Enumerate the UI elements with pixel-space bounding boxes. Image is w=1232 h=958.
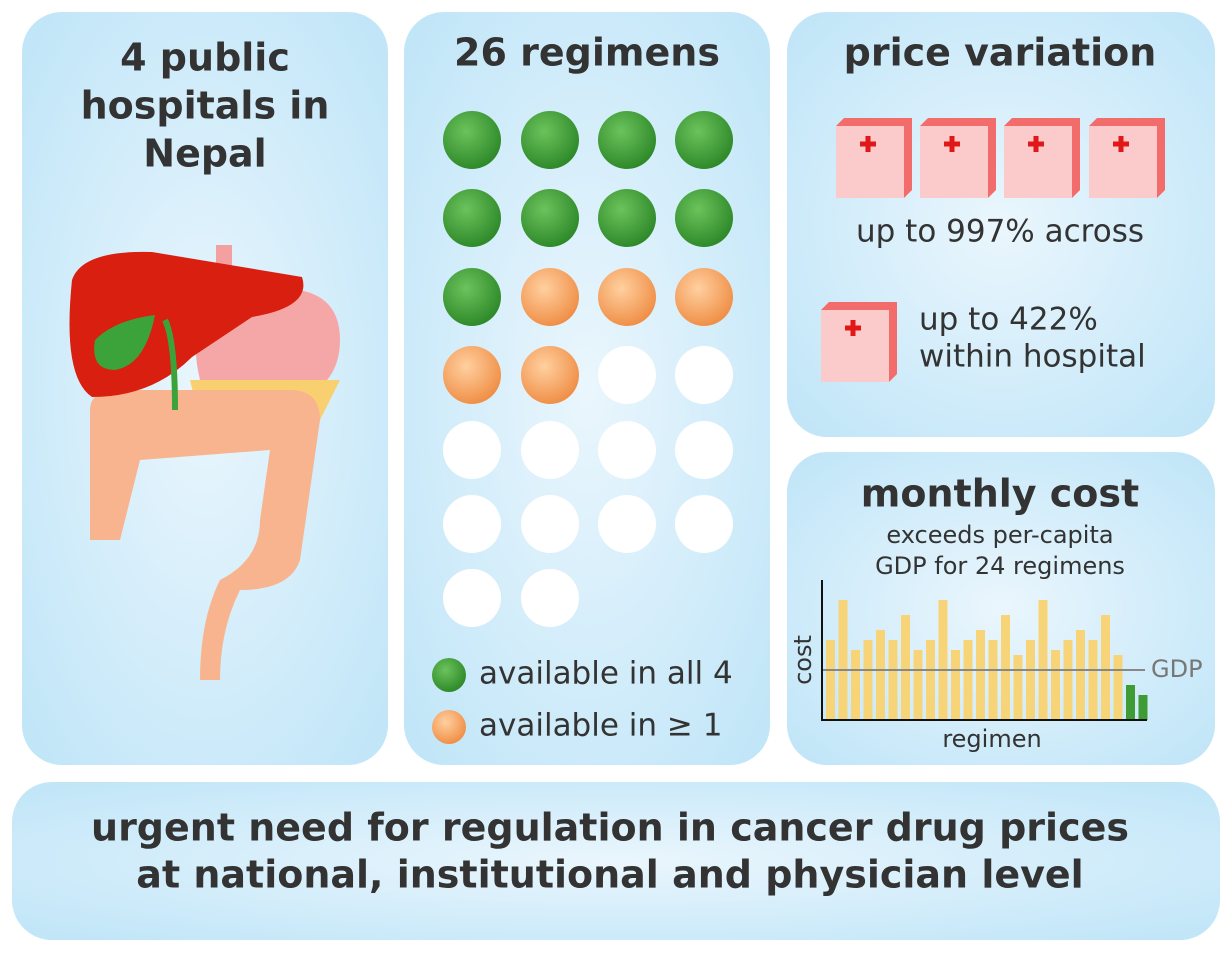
regimen-dot [521,421,579,479]
subtitle: GDP for 24 regimens [875,552,1125,580]
bar [926,640,935,720]
bar [1001,615,1010,720]
regimen-dot [598,268,656,326]
bar [901,615,910,720]
bar [826,640,835,720]
title: hospitals in [81,84,330,128]
regimen-dot [443,495,501,553]
regimen-dot [675,495,733,553]
bar [976,630,985,720]
title: 4 public [120,36,290,80]
reference-label: GDP [1151,655,1203,683]
regimen-dot [521,111,579,169]
legend-swatch [432,710,466,744]
panel [12,782,1220,940]
y-axis-label: cost [789,635,817,685]
regimen-dot [598,346,656,404]
regimen-dot [675,421,733,479]
bar [863,640,873,720]
organ-illustration [69,245,340,680]
legend-label: available in all 4 [479,656,733,692]
regimen-dot [598,421,656,479]
stat-text: up to 422% [919,302,1098,338]
bar [963,640,973,720]
bar [913,650,923,720]
bar [1138,695,1148,720]
regimen-dot [443,111,501,169]
bar [938,600,948,720]
regimen-dot [521,268,579,326]
bar [1038,600,1048,720]
bar [1063,640,1073,720]
regimen-dot [521,569,579,627]
regimen-dot [443,421,501,479]
dot-grid [443,111,733,627]
title: Nepal [143,132,266,176]
stat-text: within hospital [919,339,1146,375]
regimen-dot [675,111,733,169]
bar [876,630,885,720]
regimen-dot [521,495,579,553]
bar [1076,630,1085,720]
legend-label: available in ≥ 1 [479,708,722,744]
legend-swatch [432,658,466,692]
title: 26 regimens [454,31,720,75]
regimen-dot [598,495,656,553]
regimen-dot [521,346,579,404]
bar [1051,650,1060,720]
conclusion: at national, institutional and physician… [136,853,1083,897]
regimen-dot [675,268,733,326]
bar [1101,615,1110,720]
bar [1088,640,1098,720]
subtitle: exceeds per-capita [886,521,1113,549]
regimen-dot [443,268,501,326]
bar [1013,655,1023,720]
stat-text: up to 997% across [856,214,1144,250]
x-axis-label: regimen [942,725,1041,753]
regimen-dot [443,569,501,627]
bar [1113,655,1123,720]
regimen-dot [598,189,656,247]
conclusion: urgent need for regulation in cancer dru… [91,806,1129,850]
bar [1026,640,1035,720]
mini-chart: GDP regimen cost [789,580,1203,753]
panel [404,12,770,765]
bar [951,650,960,720]
title: price variation [844,31,1157,75]
bar [1126,685,1135,720]
regimen-dot [598,111,656,169]
axis [821,580,1147,721]
regimen-dot [675,346,733,404]
regimen-dot [521,189,579,247]
bar [888,640,898,720]
regimen-dot [443,189,501,247]
regimen-dot [443,346,501,404]
bar [988,640,998,720]
bar [851,650,860,720]
regimen-dot [675,189,733,247]
title: monthly cost [861,472,1139,516]
bar [838,600,848,720]
